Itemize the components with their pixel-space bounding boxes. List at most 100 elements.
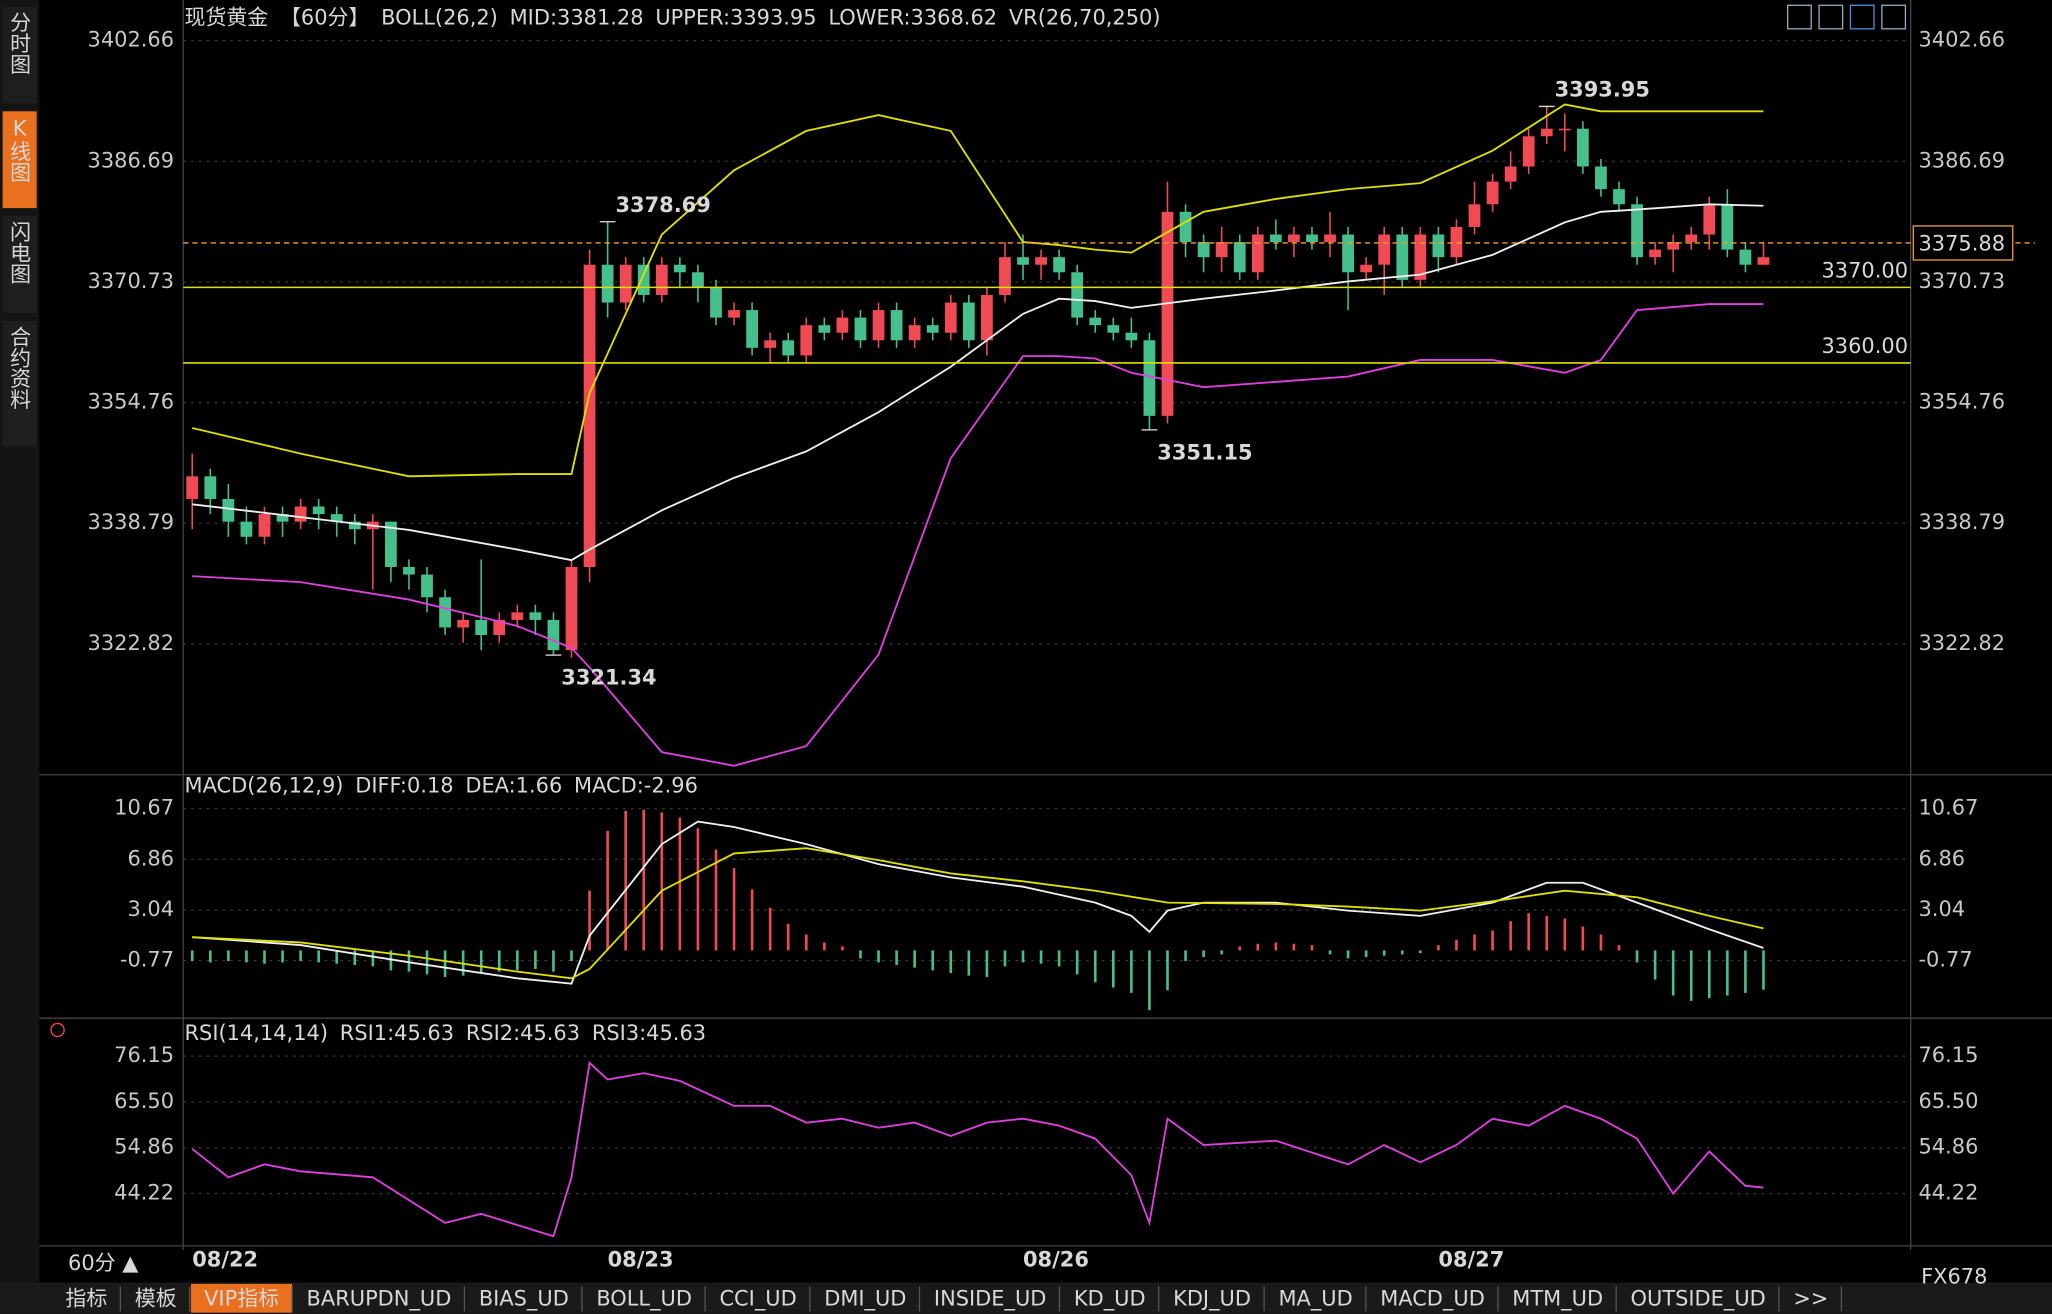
tab-bg[interactable]: [583, 1283, 706, 1313]
tab-bg[interactable]: [293, 1283, 465, 1313]
candle-body: [1251, 234, 1264, 273]
candle-body: [601, 264, 614, 303]
sidebar-tab-bg[interactable]: [2, 215, 37, 313]
candle-body: [330, 514, 343, 522]
candle-body: [204, 476, 217, 499]
tab-bg[interactable]: [52, 1283, 121, 1313]
candle-body: [1306, 234, 1318, 243]
y-tick-label: 3370.73: [1919, 269, 2006, 293]
candle-body: [1053, 257, 1066, 273]
tab-bg[interactable]: [1617, 1283, 1779, 1313]
tab[interactable]: BIAS_UD: [479, 1287, 569, 1312]
candle-body: [186, 476, 199, 499]
candle-body: [1324, 234, 1336, 243]
candle-body: [1685, 234, 1698, 243]
sidebar-tab[interactable]: 闪电图: [8, 221, 32, 284]
candle-body: [294, 506, 307, 522]
y-tick-label: 65.50: [114, 1089, 174, 1113]
sidebar: [0, 0, 40, 1283]
y-tick-label: 3338.79: [1919, 510, 2006, 534]
last-price-label: 3375.88: [1919, 231, 2006, 255]
sidebar-tab-bg[interactable]: [2, 111, 37, 209]
y-tick-label: 3338.79: [88, 510, 175, 534]
tab[interactable]: MA_UD: [1278, 1287, 1352, 1312]
tab-bg[interactable]: [121, 1283, 190, 1313]
candle-body: [1089, 317, 1102, 326]
candle-body: [637, 264, 650, 295]
tab[interactable]: MACD_UD: [1380, 1287, 1485, 1312]
tab-bg[interactable]: [1780, 1283, 1842, 1313]
tab[interactable]: 模板: [135, 1287, 177, 1311]
candle-body: [944, 302, 957, 333]
macd-line: [192, 820, 1764, 985]
tab-bg[interactable]: [1160, 1283, 1265, 1313]
sidebar-tab[interactable]: K线图: [8, 117, 32, 183]
icon[interactable]: [1849, 4, 1875, 30]
icon[interactable]: [1881, 4, 1907, 30]
date-label: 08/27: [1438, 1247, 1504, 1271]
sidebar-tab[interactable]: 合约资料: [8, 326, 32, 410]
tab[interactable]: KDJ_UD: [1173, 1287, 1251, 1312]
tab[interactable]: BOLL_UD: [596, 1287, 692, 1312]
tab-bg[interactable]: [1367, 1283, 1498, 1313]
sidebar-tab-bg[interactable]: [2, 320, 37, 447]
candle-body: [1288, 234, 1300, 243]
tab-bg[interactable]: [465, 1283, 582, 1313]
tab[interactable]: >>: [1793, 1287, 1828, 1311]
candle-body: [1378, 234, 1391, 265]
icon[interactable]: [1786, 4, 1812, 30]
y-tick-label: 10.67: [114, 796, 174, 820]
candle-body: [475, 619, 488, 636]
tab[interactable]: OUTSIDE_UD: [1631, 1287, 1766, 1312]
candle-body: [1595, 166, 1607, 190]
candle-body: [710, 287, 722, 318]
watermark: FX678: [1921, 1264, 1987, 1288]
tab-bg[interactable]: [811, 1283, 920, 1313]
y-tick-label: -0.77: [1919, 948, 1973, 972]
tab-bg[interactable]: [706, 1283, 810, 1313]
tab[interactable]: DMI_UD: [824, 1287, 906, 1312]
candle-body: [1179, 211, 1192, 243]
candle-body: [655, 264, 668, 295]
candle-body: [312, 506, 325, 515]
y-tick-label: 3.04: [1919, 897, 1966, 921]
tab[interactable]: MTM_UD: [1512, 1287, 1603, 1312]
candle-body: [222, 498, 235, 522]
sidebar-tab[interactable]: 分时图: [8, 12, 32, 75]
boll-line: [192, 103, 1764, 478]
y-tick-label: 76.15: [114, 1043, 174, 1067]
price-line-label: 3360.00: [1822, 334, 1909, 358]
icon[interactable]: [1818, 4, 1844, 30]
period-button[interactable]: 60分 ▲: [68, 1251, 139, 1275]
candle-body: [782, 340, 795, 356]
candle-body: [872, 310, 885, 341]
tab[interactable]: CCI_UD: [719, 1287, 796, 1312]
candle-body: [240, 521, 253, 537]
tab-bg[interactable]: [191, 1283, 293, 1313]
candle-body: [1432, 234, 1445, 258]
tab[interactable]: 指标: [65, 1287, 107, 1311]
indicator-label: MACD(26,12,9): [185, 774, 344, 798]
tab-bg[interactable]: [1265, 1283, 1366, 1313]
candle-body: [493, 619, 506, 636]
y-tick-label: 3.04: [127, 897, 174, 921]
y-tick-label: 3402.66: [1919, 28, 2006, 52]
y-tick-label: 3322.82: [88, 631, 175, 655]
tab[interactable]: VIP指标: [204, 1287, 279, 1311]
candle-body: [1215, 242, 1228, 258]
tab[interactable]: BARUPDN_UD: [307, 1287, 452, 1312]
sidebar-tab-bg[interactable]: [2, 6, 37, 104]
tab[interactable]: KD_UD: [1074, 1287, 1146, 1312]
candle-body: [1396, 234, 1409, 280]
tab-bg[interactable]: [1060, 1283, 1159, 1313]
indicator-label: MID:3381.28: [510, 5, 644, 29]
candle-body: [511, 612, 524, 620]
tab[interactable]: INSIDE_UD: [934, 1287, 1047, 1312]
candle-body: [1468, 204, 1481, 227]
tab-bg[interactable]: [1499, 1283, 1617, 1313]
indicator-label: 现货黄金: [185, 5, 269, 29]
tab-bg[interactable]: [920, 1283, 1060, 1313]
indicator-label: RSI3:45.63: [592, 1021, 706, 1045]
